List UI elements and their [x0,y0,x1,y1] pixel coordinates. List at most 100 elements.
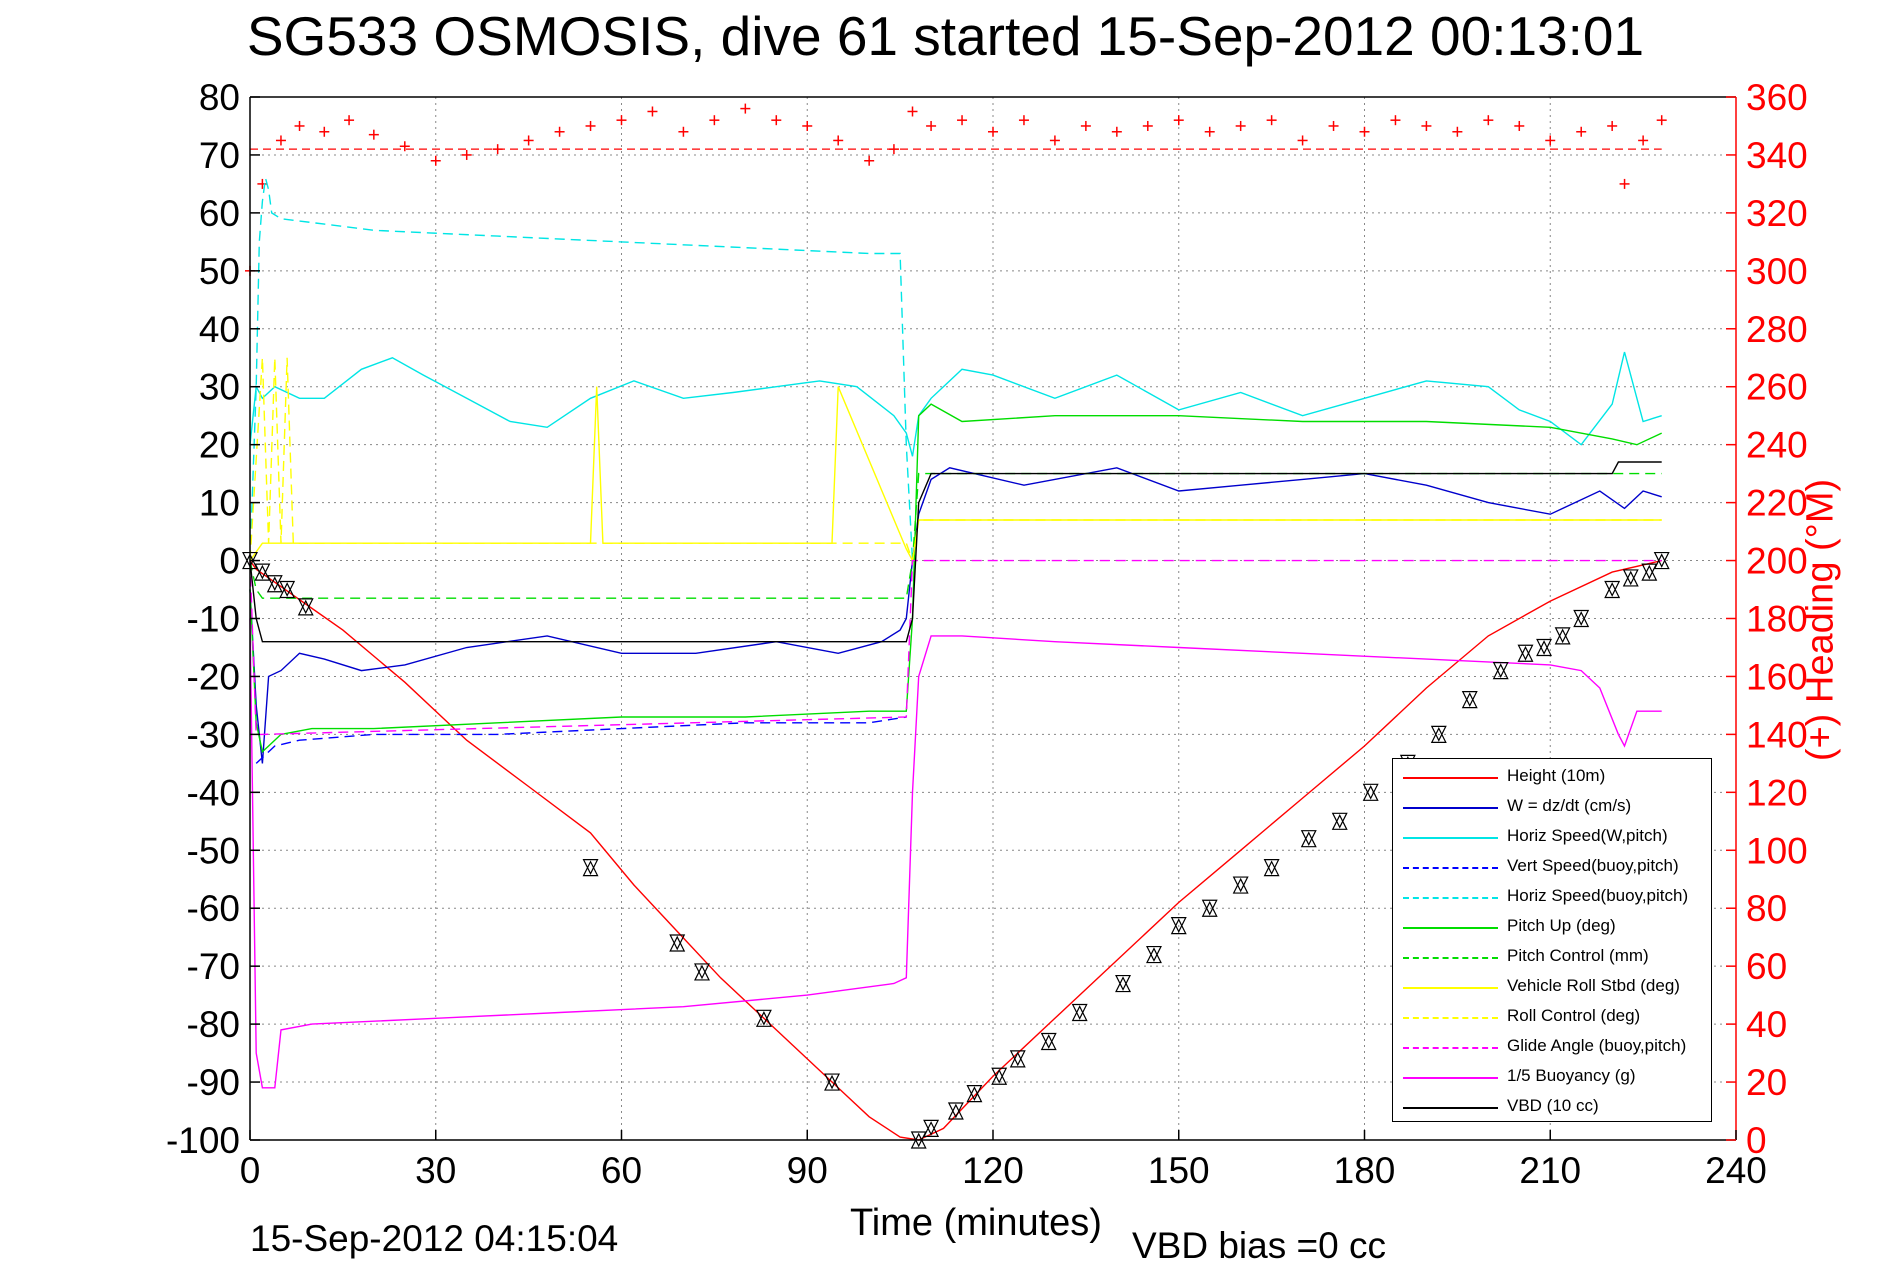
y-right-tick-label: 20 [1746,1062,1787,1103]
marker-down-triangle [1071,1003,1088,1020]
marker-down-triangle [1653,551,1670,568]
legend-entry: Glide Angle (buoy,pitch) [1393,1033,1713,1063]
y-right-tick-label: 240 [1746,425,1808,466]
series-line-11 [249,461,1662,643]
marker-up-triangle [1461,692,1478,709]
legend-swatch [1403,1107,1498,1109]
dive-marker [1071,1003,1088,1022]
series-line-9 [249,559,1662,736]
heading-point [1483,115,1494,126]
marker-up-triangle [1263,860,1280,877]
x-tick-label: 90 [787,1150,828,1191]
heading-point [1607,120,1618,131]
series-line-0 [249,559,1662,1141]
legend-swatch [1403,927,1498,929]
marker-down-triangle [254,563,271,580]
x-tick-label: 60 [601,1150,642,1191]
marker-down-triangle [1115,974,1131,991]
marker-up-triangle [923,1121,940,1138]
marker-up-triangle [1430,727,1447,743]
marker-up-triangle [991,1068,1008,1085]
legend-entry: Vert Speed(buoy,pitch) [1393,853,1713,883]
heading-point [294,120,305,131]
series-line-1 [249,467,1662,764]
legend-entry: Roll Control (deg) [1393,1003,1713,1033]
y-tick-label: 80 [199,77,240,118]
dive-marker [1300,830,1317,848]
marker-down-triangle [1641,563,1658,580]
dive-marker [1461,691,1478,709]
series-lines [249,177,1662,1141]
dive-marker [1517,644,1534,662]
legend-entry: Height (10m) [1393,763,1713,793]
legend-swatch [1403,807,1498,809]
dive-marker [1263,859,1280,877]
dive-marker [1009,1050,1026,1068]
heading-point [1576,126,1587,137]
marker-up-triangle [582,860,599,877]
heading-point [319,126,330,137]
y-tick-label: -50 [187,830,240,871]
x-tick-label: 150 [1148,1150,1210,1191]
legend-label: Pitch Control (mm) [1507,946,1649,965]
heading-point [802,120,813,131]
marker-down-triangle [1201,899,1218,916]
legend-entry: Pitch Up (deg) [1393,913,1713,943]
y-right-tick-label: 280 [1746,309,1808,350]
legend-swatch [1403,897,1498,899]
legend-label: Pitch Up (deg) [1507,916,1616,935]
marker-down-triangle [1554,627,1571,644]
marker-up-triangle [1146,947,1162,964]
dive-marker [1362,783,1379,801]
heading-point [1080,120,1091,131]
dive-marker [1641,563,1658,581]
series-line-8 [249,357,1662,561]
heading-point [1018,115,1029,126]
marker-down-triangle [1300,830,1317,847]
y-tick-label: -70 [187,946,240,987]
marker-up-triangle [1554,628,1571,645]
marker-down-triangle [1604,580,1621,597]
legend-label: Roll Control (deg) [1507,1006,1641,1025]
marker-down-triangle [1331,812,1348,829]
marker-down-triangle [1170,917,1187,933]
dive-marker [1040,1032,1057,1051]
dive-marker [910,1131,927,1149]
marker-up-triangle [1009,1051,1026,1068]
dive-marker [1653,551,1670,570]
marker-down-triangle [1461,691,1478,707]
marker-down-triangle [910,1131,927,1148]
heading-point [833,135,844,146]
x-tick-label: 240 [1705,1150,1767,1191]
y-tick-label: 40 [199,309,240,350]
series-line-10 [249,618,1662,1089]
marker-down-triangle [297,598,314,615]
heading-point [523,135,534,146]
marker-down-triangle [1517,644,1534,661]
dive-marker [1115,974,1131,993]
marker-down-triangle [1536,638,1553,655]
dive-marker [824,1073,840,1091]
marker-down-triangle [1362,783,1379,800]
marker-up-triangle [1641,564,1658,581]
heading-point [1173,115,1184,126]
marker-up-triangle [966,1086,983,1103]
heading-point [1266,115,1277,126]
x-axis-label: Time (minutes) [850,1202,1102,1244]
y-right-tick-label: 60 [1746,946,1787,987]
heading-point [1328,120,1339,131]
marker-up-triangle [910,1132,927,1149]
legend-entry: Vehicle Roll Stbd (deg) [1393,973,1713,1003]
dive-marker [1201,899,1218,917]
marker-up-triangle [254,564,271,581]
dive-marker [1536,638,1553,657]
marker-up-triangle [755,1010,772,1027]
heading-point [926,120,937,131]
chart-title: SG533 OSMOSIS, dive 61 started 15-Sep-20… [246,5,1645,67]
dive-marker [279,580,296,599]
heading-point [257,178,268,189]
series-line-6 [249,472,1662,599]
marker-down-triangle [1040,1032,1057,1049]
dive-marker [1232,876,1249,894]
heading-point [1619,178,1630,189]
